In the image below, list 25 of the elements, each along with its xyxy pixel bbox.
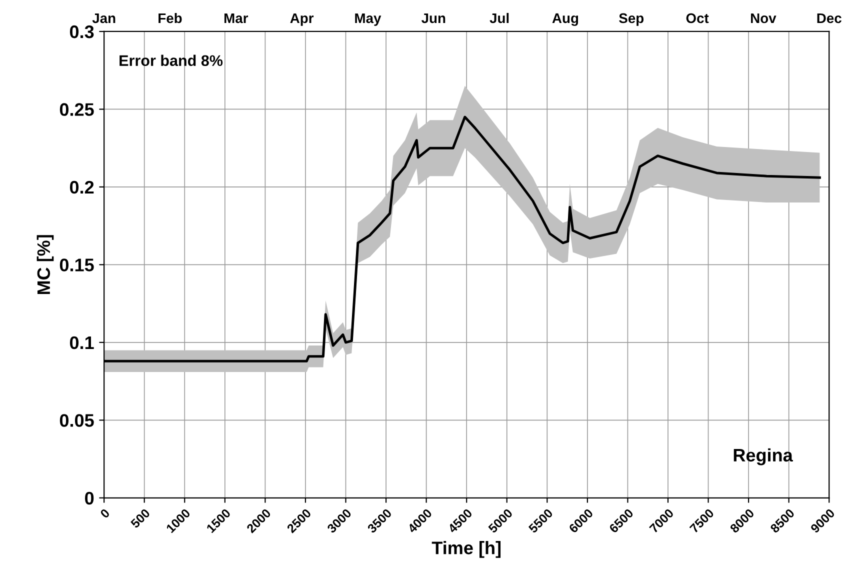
y-tick-label: 0.2 <box>70 180 94 194</box>
text: Jan <box>92 13 116 24</box>
annotation: Error band 8% <box>120 54 223 66</box>
text: Oct <box>686 13 709 24</box>
y-tick-label: 0.05 <box>60 414 94 427</box>
text: May <box>355 13 382 26</box>
text: Feb <box>158 12 182 24</box>
text: Apr <box>290 13 314 26</box>
x-tick-label: 500 <box>130 508 150 529</box>
y-tick-label: 0.25 <box>60 103 94 116</box>
y-tick-label: 0.15 <box>60 258 94 272</box>
text: Nov <box>751 13 776 24</box>
x-axis-title: Time [h] <box>432 541 501 558</box>
text: Jul <box>490 12 509 24</box>
text: Aug <box>552 13 578 26</box>
annotation: Regina <box>734 448 793 466</box>
text: Dec <box>817 13 842 24</box>
text: Mar <box>224 13 248 24</box>
y-tick-label: 0 <box>85 492 94 505</box>
y-axis-title: MC [%] <box>36 235 54 294</box>
text: Jun <box>422 13 446 24</box>
y-tick-label: 0.3 <box>70 25 94 38</box>
text: Sep <box>619 13 644 26</box>
x-tick-label: 0 <box>100 508 110 519</box>
y-tick-label: 0.1 <box>70 336 94 350</box>
